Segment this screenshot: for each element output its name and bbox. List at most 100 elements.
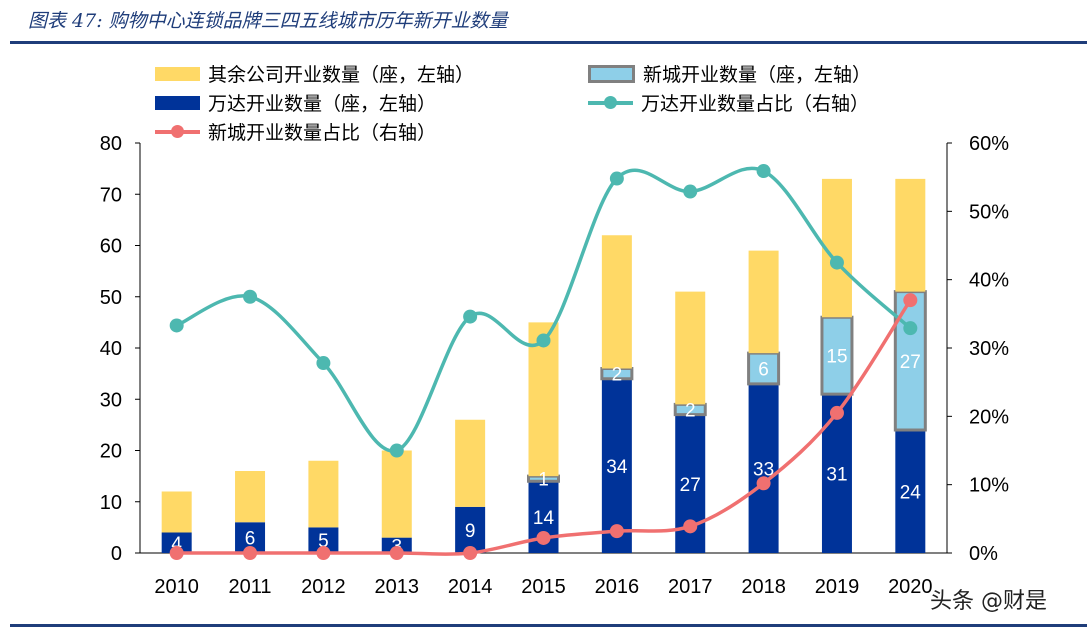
left-tick-label: 50 [100, 287, 122, 309]
bar-label-wanda: 9 [465, 521, 476, 542]
bar-wanda [455, 506, 486, 553]
point-wanda-share [756, 164, 771, 179]
left-tick-label: 10 [100, 492, 122, 514]
x-tick-label: 2016 [595, 576, 640, 598]
legend-label: 其余公司开业数量（座，左轴） [208, 64, 475, 86]
point-wanda-share [243, 289, 258, 304]
x-tick-label: 2017 [668, 576, 713, 598]
legend-xincheng: 新城开业数量（座，左轴） [588, 60, 871, 87]
point-xincheng-share [389, 546, 404, 560]
right-tick-label: 50% [969, 201, 1009, 223]
legend-swatch-others [155, 66, 200, 81]
point-xincheng-share [683, 519, 698, 534]
point-xincheng-share [829, 405, 844, 420]
bottom-rule [10, 624, 1087, 627]
right-tick-label: 60% [969, 133, 1009, 155]
point-xincheng-share [903, 293, 918, 308]
bar-others [895, 178, 926, 292]
left-tick-label: 70 [100, 184, 122, 206]
legend-wanda: 万达开业数量（座，左轴） [155, 89, 436, 116]
bar-others [528, 322, 559, 477]
bar-label-xincheng: 1 [538, 470, 549, 491]
legend-label: 万达开业数量占比（右轴） [641, 93, 870, 115]
point-wanda-share [316, 356, 331, 371]
legend-swatch-xincheng-share [155, 124, 200, 139]
point-wanda-share [536, 333, 551, 348]
legend-label: 新城开业数量（座，左轴） [643, 64, 872, 86]
bar-label-xincheng: 2 [685, 401, 696, 422]
bar-others [675, 291, 706, 405]
legend-swatch-wanda [155, 95, 200, 110]
x-tick-label: 2013 [375, 576, 420, 598]
bar-label-xincheng: 6 [758, 360, 769, 381]
bar-label-xincheng: 2 [612, 365, 623, 386]
legend-others: 其余公司开业数量（座，左轴） [155, 60, 474, 87]
left-tick-label: 60 [100, 236, 122, 258]
bar-label-wanda: 4 [171, 534, 182, 555]
bar-others [601, 235, 632, 369]
bar-label-wanda: 33 [753, 459, 774, 480]
left-tick-label: 20 [100, 441, 122, 463]
legend-label: 新城开业数量占比（右轴） [208, 122, 437, 144]
x-tick-label: 2012 [301, 576, 346, 598]
bar-others [308, 460, 339, 528]
bar-label-xincheng: 27 [900, 352, 921, 373]
x-tick-label: 2014 [448, 576, 493, 598]
chart-title: 图表 47: 购物中心连锁品牌三四五线城市历年新开业数量 [28, 10, 508, 32]
legend-swatch-xincheng [588, 64, 635, 83]
line-xincheng-share [176, 299, 912, 556]
point-xincheng-share [463, 546, 478, 560]
right-tick-label: 30% [969, 338, 1009, 360]
bar-wanda [161, 532, 192, 553]
point-xincheng-share [169, 546, 184, 560]
bar-label-wanda: 6 [245, 529, 256, 550]
bar-others [748, 250, 779, 354]
bar-others [455, 419, 486, 507]
bar-others [381, 450, 412, 538]
right-tick-label: 10% [969, 475, 1009, 497]
bar-label-wanda: 5 [318, 531, 329, 552]
bar-others [161, 491, 192, 533]
point-wanda-share [389, 443, 404, 458]
bar-wanda [821, 394, 852, 553]
x-tick-label: 2018 [741, 576, 786, 598]
bar-wanda [381, 537, 412, 553]
point-wanda-share [463, 309, 478, 324]
x-tick-label: 2015 [521, 576, 566, 598]
point-xincheng-share [536, 530, 551, 545]
right-tick-label: 20% [969, 406, 1009, 428]
bar-others [235, 471, 266, 523]
point-wanda-share [903, 321, 918, 336]
point-xincheng-share [756, 476, 771, 491]
legend-label: 万达开业数量（座，左轴） [208, 93, 437, 115]
x-tick-label: 2019 [815, 576, 860, 598]
bar-wanda [895, 430, 926, 553]
right-tick-label: 40% [969, 270, 1009, 292]
left-tick-label: 0 [111, 543, 122, 565]
point-xincheng-share [609, 524, 624, 539]
point-wanda-share [169, 318, 184, 333]
bar-wanda [601, 378, 632, 553]
bar-xincheng [820, 315, 854, 396]
x-tick-label: 2011 [229, 576, 272, 598]
bar-label-wanda: 34 [606, 457, 628, 478]
bar-wanda [748, 383, 779, 553]
bar-label-wanda: 31 [826, 465, 847, 486]
point-wanda-share [829, 255, 844, 270]
right-tick-label: 0% [969, 543, 998, 565]
legend-xincheng-share: 新城开业数量占比（右轴） [155, 118, 436, 145]
legend-swatch-wanda-share [588, 95, 633, 110]
bar-label-wanda: 14 [533, 508, 555, 529]
title-rule [10, 41, 1087, 44]
bar-label-wanda: 24 [900, 483, 922, 504]
point-wanda-share [609, 171, 624, 186]
left-tick-label: 40 [100, 338, 122, 360]
bar-label-wanda: 27 [680, 475, 701, 496]
point-xincheng-share [316, 546, 331, 560]
legend-wanda-share: 万达开业数量占比（右轴） [588, 89, 869, 116]
point-xincheng-share [243, 546, 258, 560]
x-tick-label: 2010 [154, 576, 199, 598]
bar-label-xincheng: 15 [826, 347, 847, 368]
point-wanda-share [683, 184, 698, 199]
